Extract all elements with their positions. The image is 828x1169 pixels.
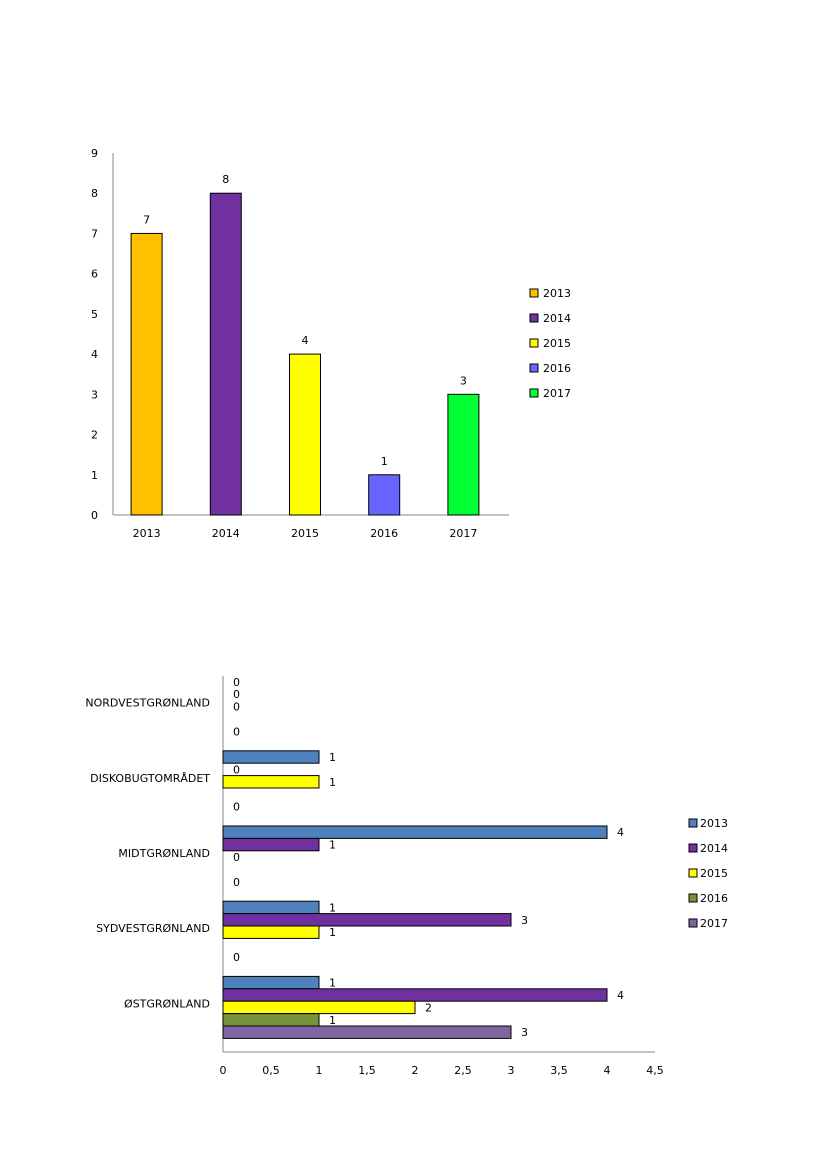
bar-2013 [130,232,163,516]
bar-SYDVESTGRØNLAND-2014 [222,913,512,927]
legend-swatch [688,868,698,878]
x-tick-label: 2015 [291,527,319,540]
legend-label: 2017 [543,387,571,400]
data-label: 4 [302,334,309,347]
bar-ØSTGRØNLAND-2015 [222,1000,416,1015]
legend-label: 2017 [700,917,728,930]
legend-swatch [688,843,698,853]
x-tick-label: 2 [412,1064,419,1077]
legend-swatch [529,288,539,298]
x-tick-label: 2013 [133,527,161,540]
x-tick-label: 2,5 [454,1064,472,1077]
bar-MIDTGRØNLAND-2013 [222,825,608,839]
x-tick-label: 3 [508,1064,515,1077]
data-label: 0 [233,851,240,864]
bar-ØSTGRØNLAND-2014 [222,988,608,1002]
y-tick-label: 4 [91,348,98,361]
x-tick-label: 1 [316,1064,323,1077]
data-label: 1 [329,977,336,990]
legend-label: 2015 [700,867,728,880]
bar-ØSTGRØNLAND-2016 [222,1013,320,1027]
bar-SYDVESTGRØNLAND-2015 [222,925,320,939]
data-label: 1 [329,839,336,852]
legend-swatch [529,363,539,373]
data-label: 7 [143,213,150,226]
bar-2017 [447,393,480,516]
bar-ØSTGRØNLAND-2013 [222,975,320,990]
x-tick-label: 1,5 [358,1064,376,1077]
legend-label: 2014 [543,312,571,325]
data-label: 0 [233,801,240,814]
category-label: NORDVESTGRØNLAND [85,697,210,710]
bar-2015 [289,353,321,516]
data-label: 0 [233,688,240,701]
category-label: SYDVESTGRØNLAND [96,922,210,935]
legend-label: 2016 [700,892,728,905]
bar-2016 [368,474,401,516]
x-tick-label: 2014 [212,527,240,540]
data-label: 0 [233,876,240,889]
legend-label: 2014 [700,842,728,855]
x-tick-label: 4 [604,1064,611,1077]
data-label: 8 [222,173,229,186]
data-label: 0 [233,676,240,689]
legend-swatch [529,338,539,348]
legend-label: 2013 [543,287,571,300]
x-tick-label: 3,5 [550,1064,568,1077]
y-tick-label: 5 [91,308,98,321]
y-tick-label: 6 [91,268,98,281]
data-label: 1 [329,926,336,939]
legend-label: 2015 [543,337,571,350]
y-tick-label: 7 [91,227,98,240]
data-label: 1 [329,1014,336,1027]
data-label: 1 [381,455,388,468]
data-label: 0 [233,725,240,738]
bar-DISKOBUGTOMRÅDET-2015 [222,775,320,789]
legend-label: 2013 [700,817,728,830]
y-tick-label: 3 [91,388,98,401]
bar-ØSTGRØNLAND-2017 [222,1025,512,1039]
y-tick-label: 9 [91,147,98,160]
data-label: 0 [233,951,240,964]
data-label: 0 [233,701,240,714]
legend-swatch [688,893,698,903]
category-label: MIDTGRØNLAND [118,847,210,860]
x-tick-label: 0 [220,1064,227,1077]
bar-DISKOBUGTOMRÅDET-2013 [222,750,320,764]
data-label: 4 [617,989,624,1002]
category-label: DISKOBUGTOMRÅDET [90,772,210,785]
category-label: ØSTGRØNLAND [124,997,210,1010]
data-label: 3 [521,914,528,927]
legend-swatch [688,918,698,928]
legend-swatch [688,818,698,828]
y-tick-label: 2 [91,429,98,442]
legend-swatch [529,313,539,323]
bar-MIDTGRØNLAND-2014 [222,837,320,852]
x-tick-label: 0,5 [262,1064,280,1077]
bar-2014 [209,192,242,516]
data-label: 3 [460,374,467,387]
data-label: 4 [617,826,624,839]
x-tick-label: 2017 [449,527,477,540]
data-label: 3 [521,1026,528,1039]
data-label: 1 [329,776,336,789]
data-label: 0 [233,763,240,776]
y-tick-label: 0 [91,509,98,522]
legend-swatch [529,388,539,398]
data-label: 1 [329,901,336,914]
x-tick-label: 2016 [370,527,398,540]
bar-SYDVESTGRØNLAND-2013 [222,900,320,915]
x-tick-label: 4,5 [646,1064,664,1077]
data-label: 2 [425,1001,432,1014]
y-tick-label: 8 [91,187,98,200]
legend-label: 2016 [543,362,571,375]
y-tick-label: 1 [91,469,98,482]
data-label: 1 [329,751,336,764]
